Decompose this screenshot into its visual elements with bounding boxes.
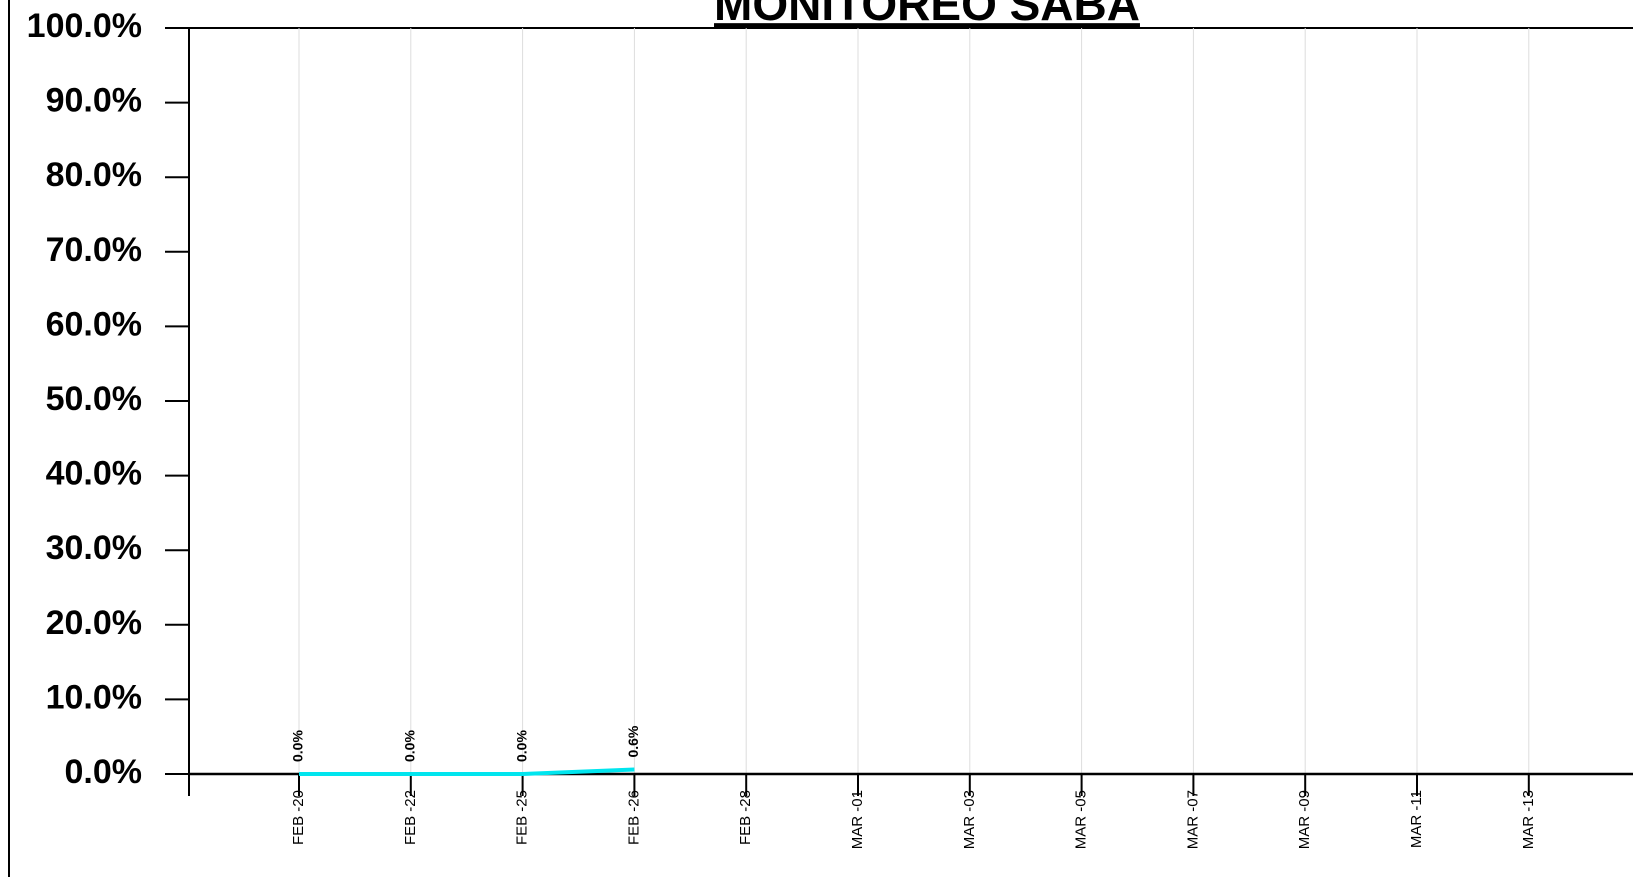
x-tick-label: MAR -13 (1520, 790, 1537, 849)
y-tick-label: 100.0% (27, 7, 142, 45)
x-tick-label: MAR -03 (961, 790, 978, 849)
x-tick-label: MAR -01 (849, 790, 866, 849)
x-tick-label: FEB -26 (625, 790, 642, 845)
y-tick-label: 50.0% (46, 380, 142, 418)
chart-title: MONITOREO SABA (714, 0, 1140, 30)
data-label: 0.0% (402, 730, 418, 762)
y-tick-label: 30.0% (46, 529, 142, 567)
y-tick-label: 20.0% (46, 604, 142, 642)
line-series (299, 767, 635, 776)
y-tick-label: 80.0% (46, 156, 142, 194)
x-tick-label: MAR -11 (1408, 790, 1425, 848)
x-tick-label: MAR -05 (1073, 790, 1090, 849)
x-tick-label: MAR -07 (1184, 790, 1201, 849)
data-label: 0.6% (625, 725, 641, 757)
y-tick-label: 60.0% (46, 305, 142, 343)
x-tick-label: FEB -28 (737, 790, 754, 845)
data-label: 0.0% (513, 730, 529, 762)
x-tick-label: FEB -20 (290, 790, 307, 845)
y-tick-label: 0.0% (65, 753, 143, 791)
y-tick-label: 70.0% (46, 231, 142, 269)
y-tick-label: 10.0% (46, 678, 142, 716)
x-tick-label: FEB -22 (402, 790, 419, 845)
y-tick-label: 40.0% (46, 455, 142, 493)
x-tick-label: FEB -25 (514, 790, 531, 845)
y-tick-label: 90.0% (46, 82, 142, 120)
x-tick-label: MAR -09 (1296, 790, 1313, 849)
data-label: 0.0% (290, 730, 306, 762)
